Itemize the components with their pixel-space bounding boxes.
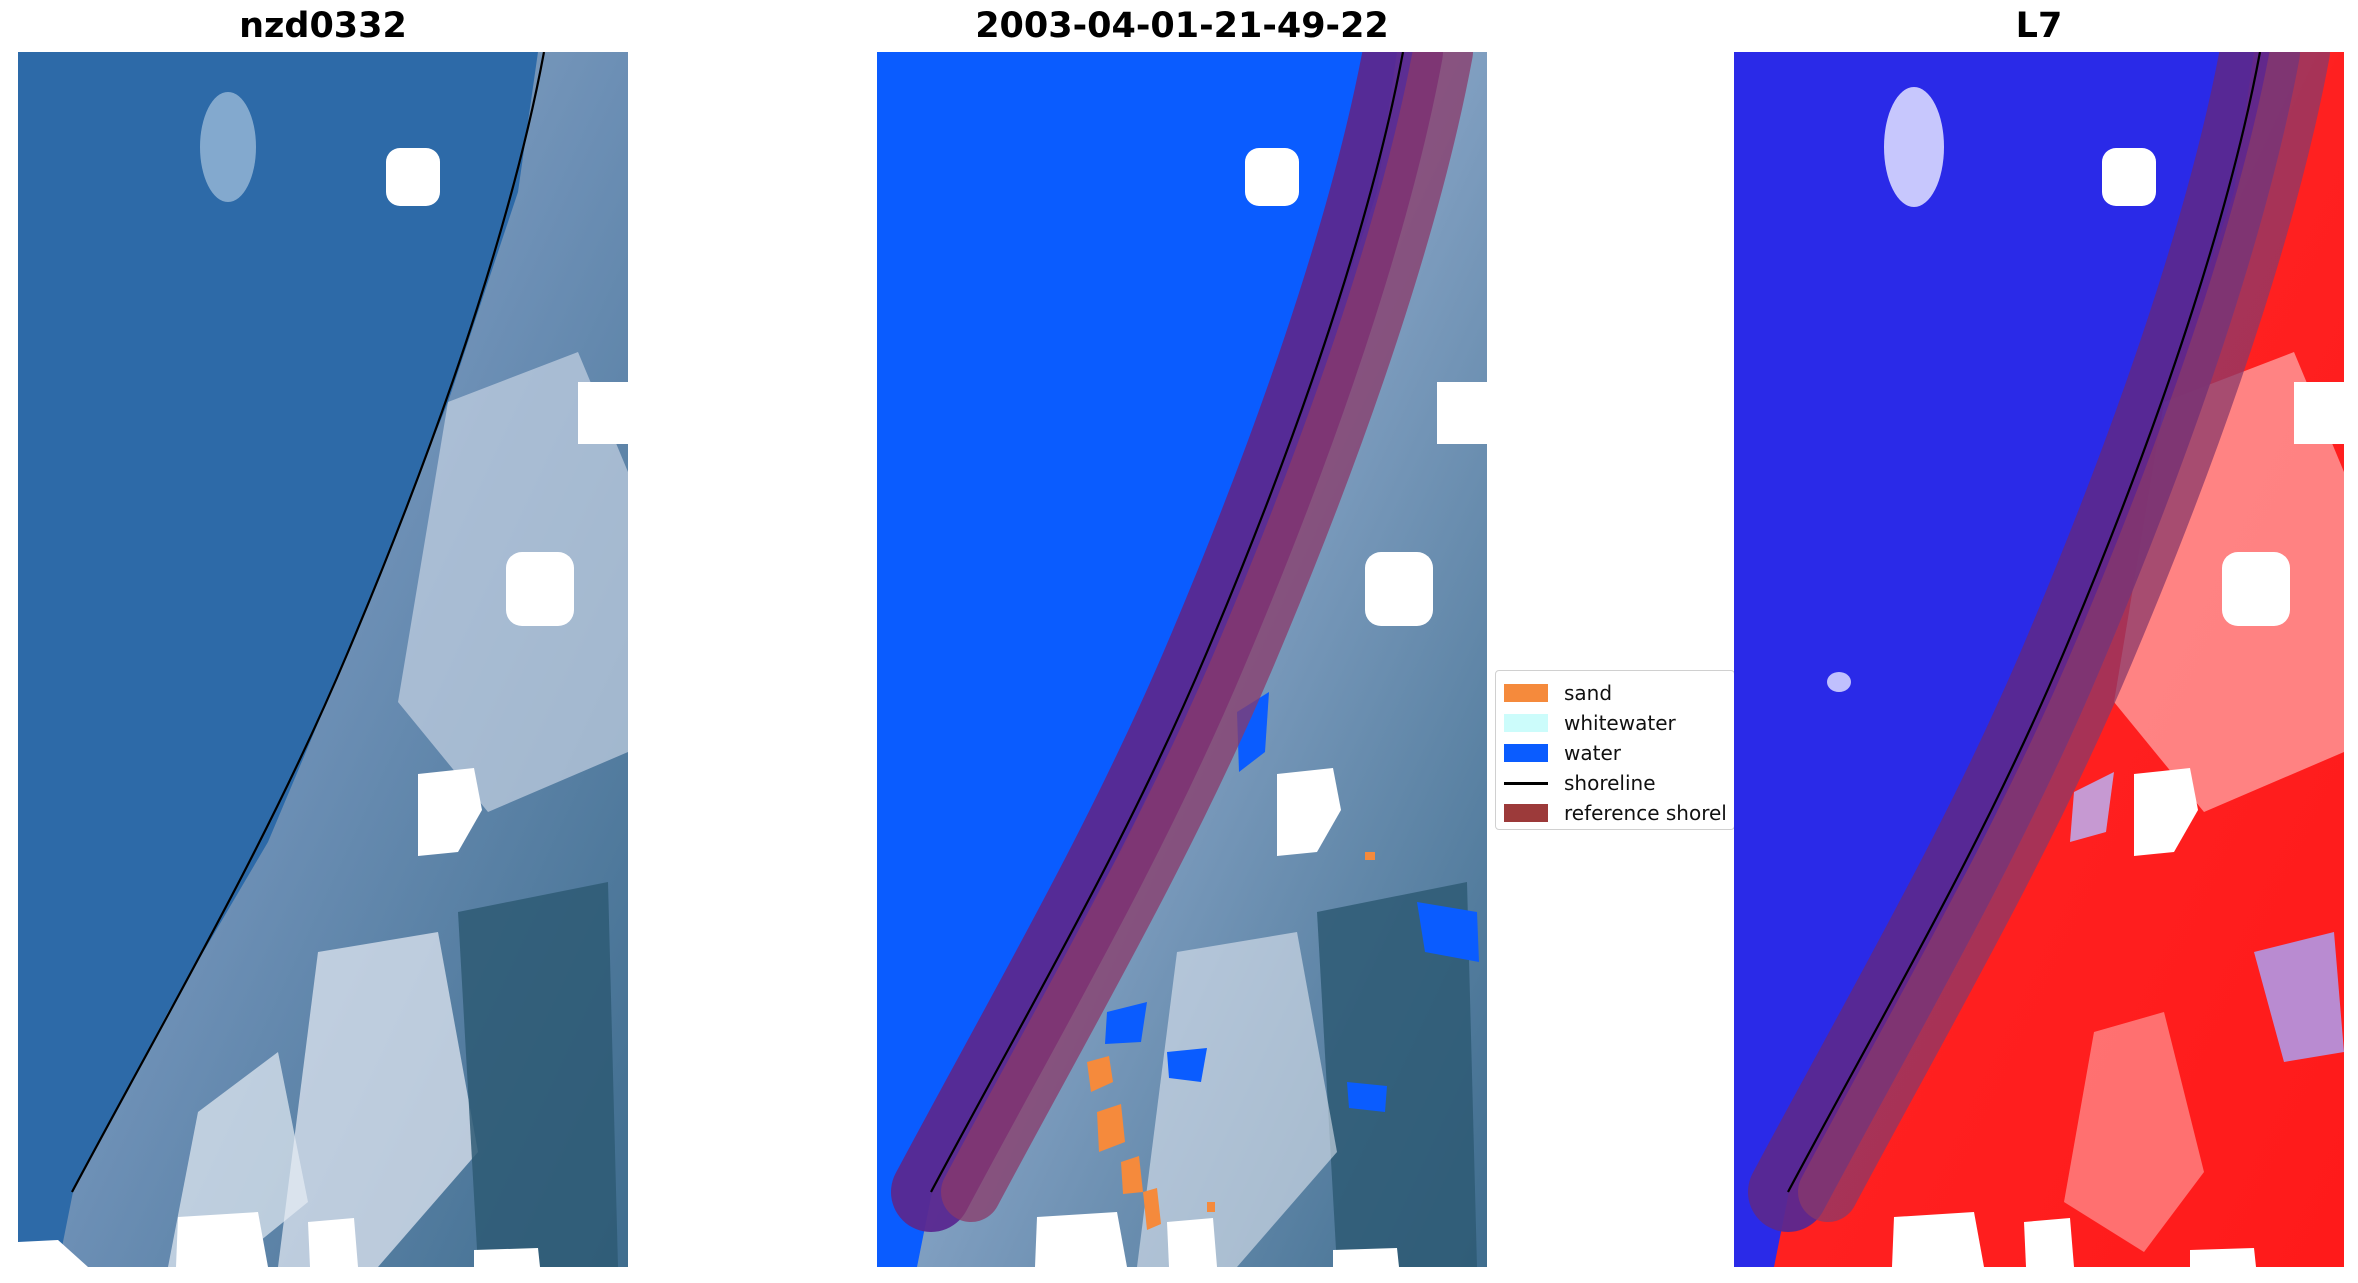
panel-title-rgb: nzd0332 — [239, 6, 407, 46]
legend-label-sand: sand — [1564, 681, 1613, 705]
panel-title-index: L7 — [2015, 6, 2063, 46]
water-index-image — [1734, 52, 2344, 1267]
legend-item-sand: sand — [1504, 679, 1612, 707]
classified-image-panel — [877, 52, 1487, 1267]
legend-item-whitewater: whitewater — [1504, 709, 1676, 737]
legend-label-reference-shoreline: reference shorel — [1564, 801, 1727, 825]
legend-line-shoreline — [1504, 781, 1548, 785]
legend-swatch-sand — [1504, 684, 1548, 702]
legend-swatch-whitewater — [1504, 714, 1548, 732]
rgb-image-panel — [18, 52, 628, 1267]
legend-swatch-water — [1504, 744, 1548, 762]
legend-label-shoreline: shoreline — [1564, 771, 1656, 795]
index-image-panel — [1734, 52, 2344, 1267]
legend-label-water: water — [1564, 741, 1621, 765]
legend-swatch-reference-shoreline — [1504, 804, 1548, 822]
legend-item-reference-shoreline: reference shorel — [1504, 799, 1727, 827]
rgb-satellite-image — [18, 52, 628, 1267]
legend-label-whitewater: whitewater — [1564, 711, 1676, 735]
legend: sand whitewater water shoreline referenc… — [1495, 670, 1735, 830]
panel-title-classified: 2003-04-01-21-49-22 — [975, 6, 1389, 46]
classified-satellite-image — [877, 52, 1487, 1267]
legend-item-water: water — [1504, 739, 1621, 767]
legend-item-shoreline: shoreline — [1504, 769, 1656, 797]
